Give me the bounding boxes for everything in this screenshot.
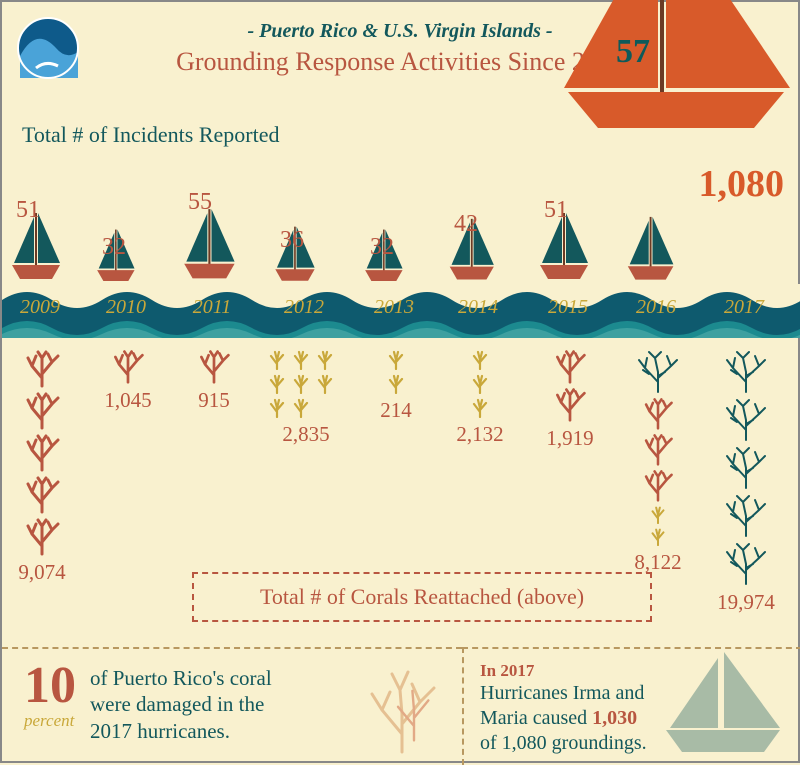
coral-col-2011: 915	[174, 348, 254, 413]
incident-value-2012: 36	[257, 227, 327, 254]
boat-2009: 51	[8, 211, 64, 292]
r-l1: Hurricanes Irma and	[480, 682, 644, 704]
year-label-2009: 2009	[0, 296, 80, 319]
year-label-2013: 2013	[354, 296, 434, 319]
decorative-boat-icon	[652, 650, 792, 760]
ten-text-l1: of Puerto Rico's coral	[90, 665, 272, 691]
reattached-caption: Total # of Corals Reattached (above)	[192, 572, 652, 622]
r-l2a: Maria caused	[480, 707, 592, 729]
ten-percent-number: 10	[24, 657, 76, 714]
r-l3: of 1,080 groundings.	[480, 732, 647, 754]
year-label-2014: 2014	[438, 296, 518, 319]
r-l2-em: 1,030	[592, 707, 637, 729]
decorative-coral-icon	[342, 654, 462, 754]
year-label-2016: 2016	[616, 296, 696, 319]
coral-value-2013: 214	[356, 398, 436, 423]
svg-text:57: 57	[616, 33, 650, 70]
incident-value-2010: 32	[79, 234, 149, 261]
boat-2015: 51	[536, 211, 592, 292]
ten-text-l2: were damaged in the	[90, 691, 272, 717]
ten-text-l3: 2017 hurricanes.	[90, 718, 272, 744]
incident-value-2011: 55	[165, 189, 235, 216]
coral-col-2014: 2,132	[440, 348, 520, 447]
coral-value-2012: 2,835	[266, 422, 346, 447]
noaa-logo-icon	[16, 16, 80, 80]
coral-value-2015: 1,919	[530, 426, 610, 451]
coral-col-2010: 1,045	[88, 348, 168, 413]
coral-value-2017: 19,974	[706, 590, 786, 615]
coral-col-2012: 2,835	[266, 348, 346, 447]
boat-2011: 55	[180, 207, 239, 292]
incident-value-2013: 32	[347, 234, 417, 261]
incident-value-2015: 51	[521, 197, 591, 224]
incident-value-2014: 42	[431, 211, 501, 238]
percent-label: percent	[24, 711, 76, 731]
year-label-2017: 2017	[704, 296, 784, 319]
big-boat-2017-icon: 57	[548, 0, 798, 152]
incident-value-2009: 51	[0, 197, 63, 224]
boat-2016: 57	[624, 215, 677, 292]
coral-value-2014: 2,132	[440, 422, 520, 447]
coral-col-2013: 214	[356, 348, 436, 423]
coral-value-2011: 915	[174, 388, 254, 413]
year-label-2012: 2012	[264, 296, 344, 319]
coral-col-2009: 9,074	[2, 348, 82, 585]
year-label-2015: 2015	[528, 296, 608, 319]
year-label-2011: 2011	[172, 296, 252, 319]
boat-2010: 32	[94, 228, 138, 292]
coral-col-2017: 19,974	[706, 348, 786, 615]
boat-2014: 42	[446, 217, 498, 292]
boat-2013: 32	[362, 228, 406, 292]
incident-value-2017: 1,080	[699, 162, 785, 206]
coral-value-2009: 9,074	[2, 560, 82, 585]
coral-value-2010: 1,045	[88, 388, 168, 413]
year-label-2010: 2010	[86, 296, 166, 319]
boat-2012: 36	[272, 225, 318, 292]
coral-col-2016: 8,122	[618, 348, 698, 575]
incidents-heading: Total # of Incidents Reported	[22, 122, 280, 148]
coral-col-2015: 1,919	[530, 348, 610, 451]
